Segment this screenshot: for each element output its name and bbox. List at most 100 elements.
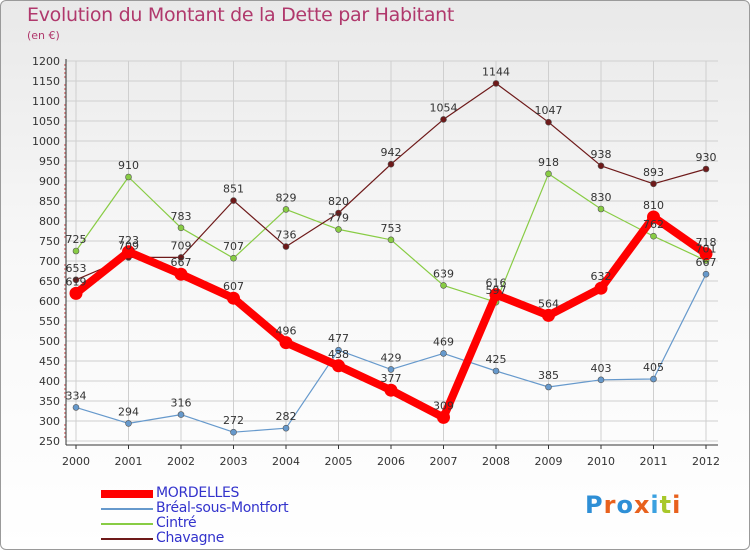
legend-swatch bbox=[101, 538, 153, 540]
data-label-cintr-: 753 bbox=[381, 222, 402, 235]
legend-swatch bbox=[101, 508, 153, 510]
axis-layer: 250 300 350 400 450 500 550 600 650 700 750 800 850 9… bbox=[32, 55, 720, 468]
data-point-cintr- bbox=[125, 173, 132, 181]
legend-item: Bréal-sous-Montfort bbox=[101, 500, 361, 517]
y-tick-label: 700 bbox=[39, 255, 60, 268]
logo-letter: i bbox=[672, 491, 682, 519]
data-point-br-al-sous-montfort bbox=[230, 428, 237, 436]
data-label-cintr-: 725 bbox=[66, 233, 87, 246]
legend-label: MORDELLES bbox=[156, 485, 240, 501]
data-point-cintr- bbox=[177, 224, 185, 232]
x-tick-label: 2012 bbox=[692, 455, 720, 468]
data-point-cintr- bbox=[72, 247, 80, 255]
data-label-chavagne: 820 bbox=[328, 195, 349, 208]
data-label-cintr-: 918 bbox=[538, 156, 559, 169]
data-label-chavagne: 851 bbox=[223, 183, 244, 196]
data-label-mordelles: 619 bbox=[66, 275, 87, 288]
x-tick-label: 2006 bbox=[377, 455, 405, 468]
data-point-cintr- bbox=[650, 232, 657, 240]
data-point-br-al-sous-montfort bbox=[650, 375, 657, 383]
data-point-cintr- bbox=[230, 254, 237, 262]
data-point-mordelles bbox=[699, 247, 713, 261]
data-point-cintr- bbox=[597, 205, 605, 213]
data-label-chavagne: 709 bbox=[171, 239, 192, 252]
data-label-chavagne: 930 bbox=[696, 151, 717, 164]
line-layer bbox=[69, 80, 713, 436]
page-title: Evolution du Montant de la Dette par Hab… bbox=[27, 4, 455, 26]
logo-letter: i bbox=[650, 491, 660, 519]
data-point-mordelles bbox=[174, 267, 188, 281]
y-tick-label: 550 bbox=[39, 315, 60, 328]
data-point-br-al-sous-montfort bbox=[545, 383, 552, 391]
data-label-cintr-: 597 bbox=[486, 284, 507, 297]
data-label-cintr-: 783 bbox=[171, 210, 192, 223]
x-tick-label: 2001 bbox=[115, 455, 143, 468]
data-label-cintr-: 910 bbox=[118, 159, 139, 172]
legend-item: MORDELLES bbox=[101, 485, 361, 502]
data-label-chavagne: 938 bbox=[591, 148, 612, 161]
y-tick-label: 250 bbox=[39, 435, 60, 448]
data-point-br-al-sous-montfort bbox=[440, 350, 447, 357]
x-tick-label: 2010 bbox=[587, 455, 615, 468]
data-label-mordelles: 309 bbox=[433, 399, 454, 412]
data-label-chavagne: 893 bbox=[643, 166, 664, 179]
data-point-mordelles bbox=[647, 210, 660, 224]
data-point-cintr- bbox=[545, 170, 552, 178]
x-tick-label: 2003 bbox=[220, 455, 248, 468]
data-label-br-al-sous-montfort: 477 bbox=[328, 332, 349, 345]
data-label-br-al-sous-montfort: 405 bbox=[643, 361, 664, 374]
data-point-cintr- bbox=[440, 282, 447, 289]
x-tick-label: 2004 bbox=[272, 455, 300, 468]
data-point-mordelles bbox=[227, 291, 240, 305]
data-label-br-al-sous-montfort: 403 bbox=[591, 362, 612, 375]
x-tick-label: 2011 bbox=[640, 455, 668, 468]
data-point-chavagne bbox=[440, 116, 447, 123]
data-point-br-al-sous-montfort bbox=[387, 366, 395, 373]
data-point-chavagne bbox=[492, 80, 500, 87]
data-label-mordelles: 607 bbox=[223, 280, 244, 293]
data-point-br-al-sous-montfort bbox=[702, 270, 710, 278]
legend-item: Cintré bbox=[101, 515, 361, 532]
data-label-br-al-sous-montfort: 667 bbox=[696, 256, 717, 269]
unit-label: (en €) bbox=[27, 29, 60, 42]
x-tick-label: 2005 bbox=[325, 455, 353, 468]
label-layer: 619 723 667 607 496 438 377 309 616 564 632 810 718 3… bbox=[66, 65, 717, 427]
x-tick-label: 2007 bbox=[430, 455, 458, 468]
y-tick-label: 1200 bbox=[32, 55, 60, 68]
data-point-cintr- bbox=[387, 236, 395, 244]
data-label-chavagne: 942 bbox=[381, 146, 402, 159]
logo-letter: t bbox=[659, 491, 673, 519]
y-tick-label: 850 bbox=[39, 195, 60, 208]
data-point-chavagne bbox=[650, 180, 657, 188]
data-label-chavagne: 736 bbox=[276, 229, 297, 242]
data-point-chavagne bbox=[72, 276, 80, 284]
y-tick-label: 450 bbox=[39, 355, 60, 368]
logo-letter: r bbox=[603, 491, 617, 519]
data-point-mordelles bbox=[122, 245, 135, 259]
legend-label: Bréal-sous-Montfort bbox=[156, 500, 289, 516]
y-tick-label: 500 bbox=[39, 335, 60, 348]
data-label-chavagne: 1054 bbox=[430, 101, 458, 114]
data-point-chavagne bbox=[387, 160, 395, 168]
data-label-chavagne: 1144 bbox=[482, 65, 510, 78]
y-tick-label: 650 bbox=[39, 275, 60, 288]
data-label-br-al-sous-montfort: 334 bbox=[66, 389, 87, 402]
data-point-chavagne bbox=[177, 254, 185, 261]
y-tick-label: 600 bbox=[39, 295, 60, 308]
data-label-chavagne: 653 bbox=[66, 262, 87, 275]
logo-letter: P bbox=[585, 491, 604, 519]
logo-letter: o bbox=[616, 491, 634, 519]
data-point-br-al-sous-montfort bbox=[282, 424, 290, 432]
data-label-mordelles: 718 bbox=[696, 236, 717, 249]
y-tick-label: 1100 bbox=[32, 95, 60, 108]
data-point-chavagne bbox=[282, 243, 290, 250]
data-label-cintr-: 779 bbox=[328, 211, 349, 224]
data-label-chavagne: 709 bbox=[118, 239, 139, 252]
data-point-br-al-sous-montfort bbox=[177, 411, 185, 418]
y-tick-label: 1150 bbox=[32, 75, 60, 88]
data-label-br-al-sous-montfort: 469 bbox=[433, 335, 454, 348]
data-point-cintr- bbox=[282, 206, 290, 213]
data-point-br-al-sous-montfort bbox=[597, 376, 605, 384]
x-tick-label: 2000 bbox=[62, 455, 90, 468]
